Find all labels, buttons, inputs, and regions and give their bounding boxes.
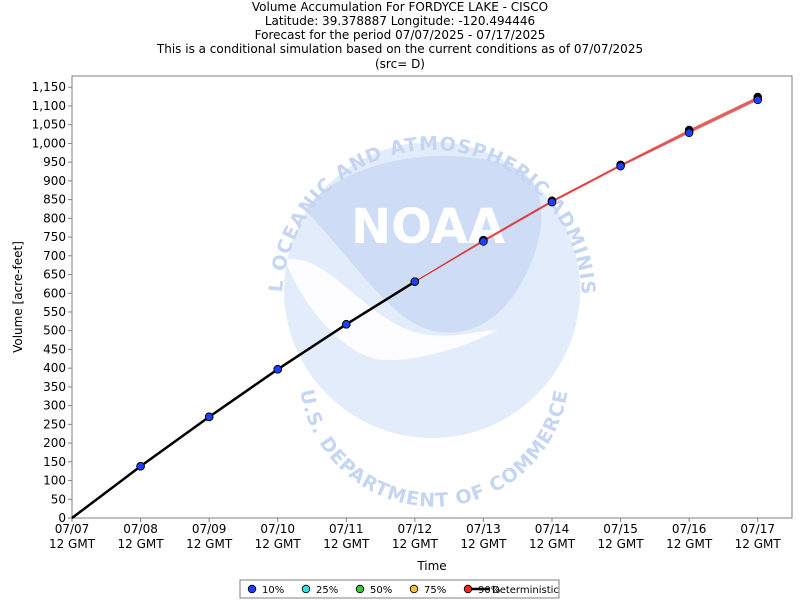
data-point-10pct [616,162,625,171]
x-tick-label-time: 12 GMT [529,537,576,551]
x-tick-label-date: 07/15 [603,522,638,536]
x-tick-label-date: 07/10 [260,522,295,536]
legend-marker-50pct [355,584,365,594]
y-tick-label: 400 [43,361,66,375]
x-tick-label-time: 12 GMT [255,537,302,551]
data-point-10pct [684,128,694,138]
series-layer [71,92,762,519]
x-tick-label-date: 07/13 [466,522,501,536]
x-tick-label-date: 07/09 [192,522,227,536]
x-axis-label: Time [416,559,446,573]
x-tick-label-time: 12 GMT [666,537,713,551]
x-tick-label-time: 12 GMT [735,537,782,551]
x-tick-label-date: 07/14 [535,522,570,536]
y-tick-label: 200 [43,436,66,450]
y-tick-label: 100 [43,474,66,488]
data-point-10pct [479,237,488,246]
x-tick-label-time: 12 GMT [460,537,507,551]
data-point-10pct [342,320,351,329]
y-tick-label: 350 [43,380,66,394]
chart-subtitle-period: Forecast for the period 07/07/2025 - 07/… [254,28,546,42]
x-tick-label-time: 12 GMT [323,537,370,551]
chart-title: Volume Accumulation For FORDYCE LAKE - C… [251,0,549,14]
y-tick-label: 250 [43,417,66,431]
y-tick-label: 1,150 [32,80,66,94]
legend-label-25pct: 25% [316,585,338,596]
chart-subtitle-source: (src= D) [375,57,425,71]
y-tick-label: 500 [43,324,66,338]
y-tick-label: 750 [43,230,66,244]
chart-subtitle-location: Latitude: 39.378887 Longitude: -120.4944… [264,14,536,28]
x-tick-label-time: 12 GMT [118,537,165,551]
legend-label-75pct: 75% [424,585,446,596]
deterministic-line [71,280,416,519]
legend-label-10pct: 10% [262,585,284,596]
x-tick-label-date: 07/11 [329,522,364,536]
x-tick-label-date: 07/08 [123,522,158,536]
x-tick-label-time: 12 GMT [186,537,233,551]
plot-frame [71,75,793,519]
legend-marker-90pct [463,584,473,594]
y-axis-label: Volume [acre-feet] [11,241,25,353]
data-point-10pct [204,412,214,422]
watermark-wave-shape [285,259,498,361]
y-tick-label: 950 [43,155,66,169]
x-tick-label-time: 12 GMT [392,537,439,551]
data-point-10pct [136,462,145,471]
legend-marker-25pct [301,584,311,594]
data-point-10pct [753,95,762,105]
legend: 10% 25% 50% 75% 90%Deterministic [239,579,560,599]
legend-label-50pct: 50% [370,585,392,596]
noaa-watermark: NOAA NATIONAL OCEANIC AND ATMOSPHERIC AD… [0,0,598,512]
series-line-90pct [414,96,758,283]
y-tick-label: 550 [43,305,66,319]
y-tick-label: 850 [43,193,66,207]
chart-subtitle-conditions: This is a conditional simulation based o… [156,42,644,56]
x-tick-label-time: 12 GMT [598,537,645,551]
y-tick-label: 650 [43,268,66,282]
y-tick-label: 450 [43,342,66,356]
legend-marker-10pct [247,584,257,594]
y-tick-label: 50 [51,492,66,506]
x-tick-label-date: 07/16 [672,522,707,536]
watermark-bird-shape [305,155,542,333]
y-tick-label: 900 [43,174,66,188]
y-tick-label: 600 [43,286,66,300]
legend-label-deterministic: Deterministic [492,585,559,596]
y-axis: 0 50 100 150 200 250 300 350 400 450 500 550 600 650 7… [32,80,72,525]
legend-marker-75pct [409,584,419,594]
watermark-logo-text: NOAA [351,199,505,255]
y-tick-label: 1,000 [32,136,66,150]
y-tick-label: 150 [43,455,66,469]
y-tick-label: 1,050 [32,118,66,132]
x-tick-label-date: 07/12 [398,522,433,536]
data-point-10pct [547,198,557,207]
legend-label-90pct: 90% [478,585,500,596]
y-tick-label: 300 [43,399,66,413]
x-tick-label-time: 12 GMT [49,537,96,551]
legend-box [239,579,560,599]
data-point-10pct [410,277,420,286]
data-point-10pct [273,365,282,374]
y-tick-label: 1,100 [32,99,66,113]
y-tick-label: 0 [58,511,66,525]
y-tick-label: 800 [43,211,66,225]
y-tick-label: 700 [43,249,66,263]
x-tick-label-date: 07/07 [55,522,90,536]
x-tick-label-date: 07/17 [740,522,775,536]
